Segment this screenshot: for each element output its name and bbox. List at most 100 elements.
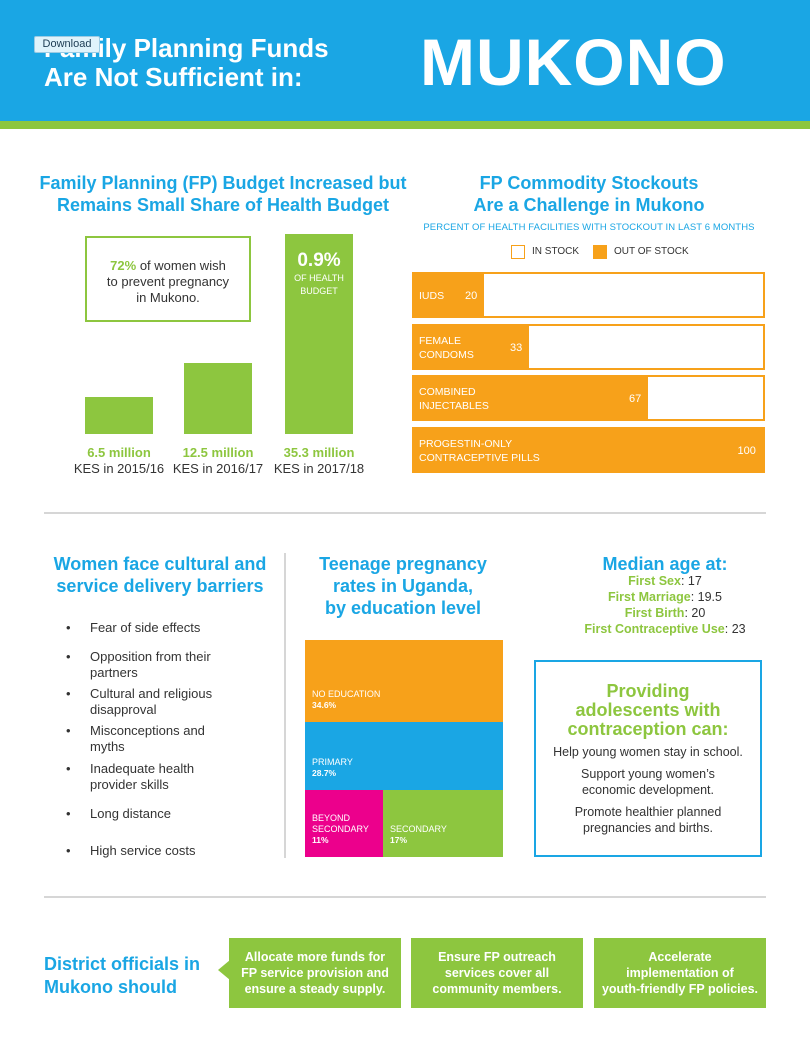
health-budget-share: 0.9% OF HEALTH BUDGET (285, 250, 353, 298)
action-text-line-1: Ensure FP outreach (438, 950, 556, 964)
stockout-row: COMBINED INJECTABLES 67 (412, 375, 765, 421)
education-label: BEYOND (312, 813, 351, 823)
barrier-text-cont: myths (90, 739, 125, 754)
stockout-value-label: 33 (510, 342, 523, 354)
action-text-line-1: Accelerate (648, 950, 712, 964)
barrier-text: High service costs (90, 843, 196, 858)
action-box: Accelerate implementation of youth-frien… (594, 938, 766, 1008)
median-age-row: First Sex: 17 (628, 574, 702, 588)
section-divider-2 (44, 896, 766, 898)
adolescents-benefit: Support young women’s economic developme… (544, 766, 752, 798)
callout-text-1: of women wish (139, 258, 226, 273)
budget-value-label: 35.3 million (283, 445, 355, 460)
teen-title-line-3: by education level (324, 598, 482, 618)
action-text: Allocate more funds for FP service provi… (241, 949, 389, 997)
action-text-line-2: implementation of (626, 966, 734, 980)
action-text-line-2: services cover all (444, 966, 550, 980)
education-block: PRIMARY 28.7% (305, 722, 503, 790)
barriers-section-title: Women face cultural and service delivery… (40, 553, 280, 597)
adolescents-benefit-text-cont: economic development. (581, 783, 715, 797)
median-age-key: First Birth (624, 606, 685, 620)
stockout-item-label: FEMALE CONDOMS (419, 334, 474, 362)
health-budget-share-label-2: BUDGET (300, 286, 338, 296)
barrier-text: Cultural and religious (90, 686, 213, 701)
stockout-fill-bar (414, 429, 763, 471)
education-label: SECONDARY (390, 824, 447, 834)
stockout-item-label-line: COMBINED (419, 386, 476, 398)
action-text-line-2: FP service provision and (241, 966, 389, 980)
education-block-text: BEYOND SECONDARY 11% (312, 813, 369, 846)
district-name: MUKONO (420, 25, 727, 99)
median-age-key: First Marriage (608, 590, 691, 604)
barrier-text: Long distance (90, 806, 171, 821)
median-age-title: Median age at: (602, 554, 728, 574)
budget-bar (285, 234, 353, 434)
barrier-item: High service costs (66, 843, 266, 859)
budget-year-label: KES in 2017/18 (273, 461, 365, 476)
adolescents-title: Providing adolescents with contraception… (534, 682, 762, 739)
budget-year-label: KES in 2016/17 (172, 461, 264, 476)
officials-title-line-1: District officials in (44, 954, 201, 974)
action-box: Ensure FP outreach services cover all co… (411, 938, 583, 1008)
education-label: PRIMARY (312, 757, 353, 767)
education-label: NO EDUCATION (312, 689, 381, 699)
barrier-item: Inadequate health provider skills (66, 761, 266, 793)
action-text-line-3: community members. (432, 982, 562, 996)
median-age-row: First Birth: 20 (624, 606, 706, 620)
education-block: BEYOND SECONDARY 11% (305, 790, 383, 857)
barrier-text: Misconceptions and (90, 723, 205, 738)
budget-bar (85, 397, 153, 434)
stockout-value-label: 20 (465, 290, 478, 302)
callout-text-3: in Mukono. (136, 290, 200, 305)
adolescents-benefit: Help young women stay in school. (544, 744, 752, 760)
education-value: 11% (312, 835, 329, 845)
budget-value-label: 6.5 million (87, 445, 151, 460)
health-budget-share-label: OF HEALTH BUDGET (285, 272, 353, 298)
median-age-key: First Sex (628, 574, 681, 588)
stockout-fill-bar (414, 377, 648, 419)
median-age-row: First Contraceptive Use: 23 (584, 622, 746, 636)
stockout-item-label-line: CONTRACEPTIVE PILLS (419, 452, 540, 464)
adolescents-box (534, 660, 762, 857)
median-age-key: First Contraceptive Use (584, 622, 725, 636)
barrier-text: Inadequate health (90, 761, 195, 776)
action-text-line-1: Allocate more funds for (244, 950, 386, 964)
budget-title-line-2: Remains Small Share of Health Budget (56, 195, 390, 215)
education-value: 17% (390, 835, 408, 845)
barrier-text-cont: provider skills (90, 777, 169, 792)
median-age-value: 23 (731, 622, 746, 636)
stockout-item-label-line: FEMALE (419, 335, 462, 347)
education-value: 28.7% (312, 768, 337, 778)
barrier-item: Cultural and religious disapproval (66, 686, 266, 718)
median-age-row: First Marriage: 19.5 (608, 590, 722, 604)
adolescents-benefit-text: Promote healthier planned (574, 805, 722, 819)
barrier-text: Fear of side effects (90, 620, 201, 635)
adolescents-benefit-text: Support young women’s (581, 767, 715, 781)
stockout-item-label-line: CONDOMS (419, 349, 474, 361)
adolescents-title-line-3: contraception can: (567, 719, 729, 739)
officials-title: District officials in Mukono should (44, 953, 224, 999)
vertical-divider (284, 553, 286, 858)
barrier-text: Opposition from their (90, 649, 211, 664)
stockout-item-label: COMBINED INJECTABLES (419, 385, 489, 413)
stockout-item-label-line: INJECTABLES (419, 400, 489, 412)
barrier-item: Long distance (66, 806, 266, 822)
teen-section-title: Teenage pregnancy rates in Uganda, by ed… (302, 553, 504, 619)
teen-pregnancy-chart: NO EDUCATION 34.6% PRIMARY 28.7% BEYOND SECON… (305, 640, 503, 857)
stockout-subtitle: PERCENT OF HEALTH FACILITIES WITH STOCKO… (423, 222, 755, 233)
median-age-value: 17 (687, 574, 702, 588)
legend-out-of-stock-swatch (593, 245, 607, 259)
stockout-row: FEMALE CONDOMS 33 (412, 324, 765, 370)
barrier-item: Opposition from their partners (66, 649, 266, 681)
median-age-value: 20 (691, 606, 706, 620)
barriers-title-line-2: service delivery barriers (56, 576, 264, 596)
median-age-value: 19.5 (697, 590, 722, 604)
teen-title-line-1: Teenage pregnancy (319, 554, 487, 574)
budget-year-label: KES in 2015/16 (73, 461, 165, 476)
action-text: Accelerate implementation of youth-frien… (602, 949, 758, 997)
download-button[interactable]: Download (34, 36, 100, 53)
barrier-text-cont: disapproval (90, 702, 157, 717)
education-block-text: NO EDUCATION 34.6% (312, 689, 380, 711)
adolescents-title-line-2: adolescents with (575, 700, 721, 720)
header-banner (0, 0, 810, 121)
